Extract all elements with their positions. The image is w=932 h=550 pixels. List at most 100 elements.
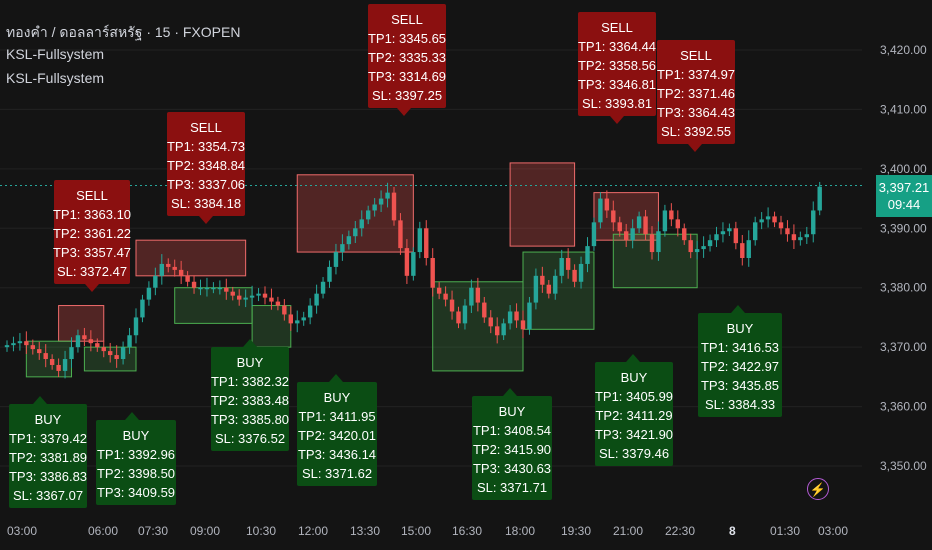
bull-candle bbox=[417, 228, 422, 253]
bear-candle bbox=[733, 228, 739, 244]
signal-label-box bbox=[578, 12, 656, 116]
signal-line: SL: 3372.47 bbox=[57, 264, 127, 279]
signal-line: TP1: 3354.73 bbox=[167, 139, 245, 154]
bull-candle bbox=[314, 293, 319, 306]
bear-candle bbox=[398, 220, 403, 249]
bull-candle bbox=[527, 302, 532, 330]
time-tick-label: 21:00 bbox=[613, 524, 643, 538]
signal-line: TP3: 3364.43 bbox=[657, 105, 735, 120]
signal-label-box bbox=[595, 362, 673, 466]
bull-candle bbox=[4, 345, 10, 348]
signal-line: TP3: 3386.83 bbox=[9, 469, 87, 484]
bull-candle bbox=[307, 305, 313, 318]
bull-candle bbox=[204, 287, 210, 290]
signal-line: TP2: 3415.90 bbox=[473, 442, 551, 457]
bear-candle bbox=[262, 293, 268, 298]
bull-candle bbox=[636, 216, 642, 229]
bear-candle bbox=[178, 269, 184, 276]
price-tick-label: 3,370.00 bbox=[880, 340, 927, 354]
price-tick-label: 3,400.00 bbox=[880, 162, 927, 176]
sell-signal-label: SELL TP1: 3374.97 TP2: 3371.46 TP3: 3364.43… bbox=[657, 40, 735, 152]
signal-pointer bbox=[397, 108, 411, 116]
signal-line: TP3: 3436.14 bbox=[298, 447, 376, 462]
price-tick-label: 3,380.00 bbox=[880, 281, 927, 295]
bull-candle bbox=[694, 249, 700, 253]
bull-candle bbox=[591, 222, 597, 247]
bear-candle bbox=[43, 353, 48, 360]
bear-candle bbox=[172, 266, 177, 270]
bull-candle bbox=[133, 317, 139, 336]
indicator-label-2[interactable]: KSL-Fullsystem bbox=[6, 70, 105, 86]
bull-candle bbox=[727, 228, 732, 232]
bear-candle bbox=[288, 314, 293, 324]
signal-pointer bbox=[85, 284, 99, 292]
time-axis: 03:00 06:00 07:30 09:00 10:30 12:00 13:30 15:00… bbox=[7, 524, 848, 538]
bull-candle bbox=[217, 287, 223, 290]
bear-candle bbox=[391, 192, 397, 221]
signal-title: BUY bbox=[499, 404, 526, 419]
signal-line: TP2: 3381.89 bbox=[9, 450, 87, 465]
bear-candle bbox=[82, 335, 87, 340]
bull-candle bbox=[469, 287, 474, 306]
bear-candle bbox=[166, 263, 171, 267]
bear-candle bbox=[475, 287, 481, 303]
bull-candle bbox=[333, 252, 339, 267]
bull-candle bbox=[578, 263, 584, 282]
bear-candle bbox=[56, 364, 61, 371]
bull-candle bbox=[146, 287, 152, 300]
bear-candle bbox=[24, 341, 29, 346]
bear-candle bbox=[540, 275, 545, 285]
signal-line: TP1: 3374.97 bbox=[657, 67, 735, 82]
price-tick-label: 3,390.00 bbox=[880, 221, 927, 235]
bull-candle bbox=[75, 335, 81, 348]
bear-candle bbox=[572, 269, 577, 282]
bull-candle bbox=[630, 228, 635, 241]
bull-candle bbox=[411, 252, 416, 276]
bear-candle bbox=[456, 311, 461, 324]
signal-pointer bbox=[688, 144, 702, 152]
lightning-icon[interactable]: ⚡ bbox=[807, 478, 829, 500]
time-tick-label: 13:30 bbox=[350, 524, 380, 538]
bull-candle bbox=[120, 347, 126, 360]
signal-line: TP2: 3411.29 bbox=[595, 408, 672, 423]
signal-line: TP1: 3408.54 bbox=[473, 423, 551, 438]
bear-candle bbox=[617, 222, 622, 232]
bear-candle bbox=[443, 293, 448, 300]
signal-line: TP1: 3363.10 bbox=[53, 207, 131, 222]
signal-line: TP2: 3371.46 bbox=[657, 86, 735, 101]
bull-candle bbox=[462, 305, 468, 324]
time-tick-label: 12:00 bbox=[298, 524, 328, 538]
bull-candle bbox=[501, 323, 506, 336]
buy-zone bbox=[522, 251, 595, 330]
bear-candle bbox=[546, 284, 551, 294]
signal-line: SL: 3371.71 bbox=[477, 480, 547, 495]
current-price-value: 3,397.21 bbox=[878, 180, 930, 195]
signal-pointer bbox=[503, 388, 517, 396]
signal-title: SELL bbox=[391, 12, 423, 27]
bull-candle bbox=[714, 234, 719, 241]
signal-pointer bbox=[731, 305, 745, 313]
candles bbox=[4, 181, 822, 379]
bear-candle bbox=[95, 343, 100, 348]
bear-candle bbox=[495, 326, 500, 336]
signal-labels: SELL TP1: 3363.10 TP2: 3361.22 TP3: 3357.47… bbox=[9, 4, 782, 508]
signal-label-box bbox=[368, 4, 446, 108]
bear-candle bbox=[772, 216, 777, 223]
bull-candle bbox=[301, 317, 306, 321]
bull-candle bbox=[295, 320, 300, 324]
bull-candle bbox=[256, 293, 261, 296]
bear-candle bbox=[740, 243, 745, 258]
indicator-label-1[interactable]: KSL-Fullsystem bbox=[6, 46, 105, 62]
buy-signal-label: BUY TP1: 3379.42 TP2: 3381.89 TP3: 3386.83 S… bbox=[9, 396, 87, 508]
bull-candle bbox=[17, 341, 23, 344]
bull-candle bbox=[62, 359, 68, 371]
bull-candle bbox=[759, 219, 764, 223]
symbol-title[interactable]: ทองคำ / ดอลลาร์สหรัฐ · 15 · FXOPEN bbox=[6, 24, 241, 40]
time-tick-label: 8 bbox=[729, 524, 736, 538]
bear-candle bbox=[669, 210, 674, 220]
bull-candle bbox=[198, 287, 203, 290]
price-tick-label: 3,360.00 bbox=[880, 400, 927, 414]
bear-candle bbox=[114, 355, 119, 360]
bear-candle bbox=[30, 345, 35, 350]
